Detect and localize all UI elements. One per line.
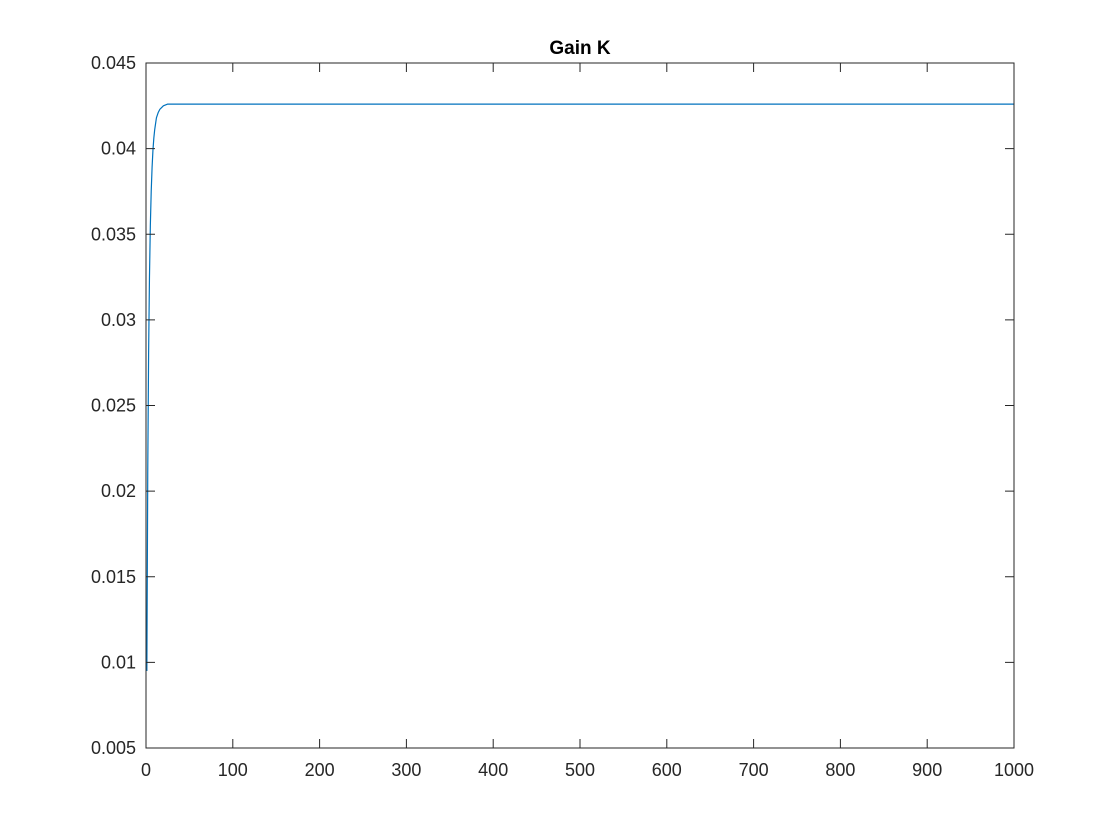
y-tick-label: 0.04 (101, 139, 136, 159)
x-tick-label: 700 (739, 760, 769, 780)
series-line-1 (146, 103, 1014, 671)
y-tick-label: 0.02 (101, 481, 136, 501)
x-tick-label: 800 (825, 760, 855, 780)
y-tick-label: 0.035 (91, 224, 136, 244)
plot-area-background (146, 63, 1014, 748)
y-tick-label: 0.01 (101, 652, 136, 672)
x-tick-label: 0 (141, 760, 151, 780)
x-tick-label: 600 (652, 760, 682, 780)
y-tick-label: 0.025 (91, 396, 136, 416)
series-layer (146, 103, 1014, 671)
x-ticks: 0 100 200 300 400 500 600 700 800 900 1000 (141, 63, 1034, 780)
y-tick-label: 0.045 (91, 53, 136, 73)
x-tick-label: 100 (218, 760, 248, 780)
chart-title: Gain K (549, 38, 611, 59)
x-tick-label: 400 (478, 760, 508, 780)
x-tick-label: 500 (565, 760, 595, 780)
x-tick-label: 300 (391, 760, 421, 780)
x-tick-label: 900 (912, 760, 942, 780)
axes-box (145, 62, 1015, 749)
y-ticks: 0.005 0.01 0.015 0.02 0.025 0.03 0.035 0.04 0.04… (91, 53, 1014, 758)
y-tick-label: 0.015 (91, 567, 136, 587)
y-tick-label: 0.03 (101, 310, 136, 330)
x-tick-label: 1000 (994, 760, 1034, 780)
y-tick-label: 0.005 (91, 738, 136, 758)
x-tick-label: 200 (305, 760, 335, 780)
